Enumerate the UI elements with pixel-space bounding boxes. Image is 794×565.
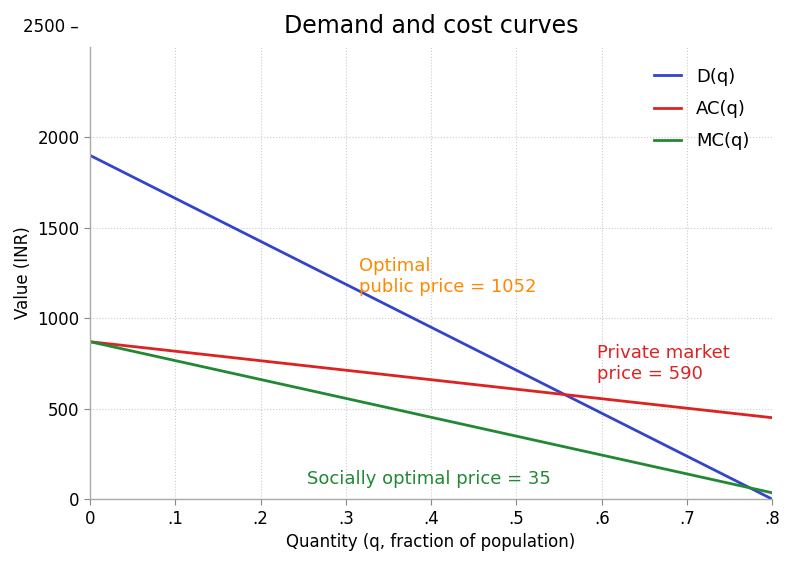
- MC(q): [491, 428, 501, 435]
- MC(q): [489, 428, 499, 434]
- AC(q): [489, 383, 499, 390]
- Text: Optimal
public price = 1052: Optimal public price = 1052: [359, 257, 536, 296]
- D(q): [503, 362, 512, 369]
- AC(q): [85, 338, 94, 345]
- Line: AC(q): AC(q): [90, 342, 773, 418]
- X-axis label: Quantity (q, fraction of population): Quantity (q, fraction of population): [287, 533, 576, 551]
- D(q): [489, 355, 499, 362]
- AC(q): [491, 384, 501, 390]
- AC(q): [703, 407, 713, 414]
- MC(q): [503, 431, 512, 437]
- D(q): [491, 357, 501, 363]
- AC(q): [768, 414, 777, 421]
- MC(q): [87, 339, 97, 346]
- AC(q): [661, 402, 670, 409]
- Y-axis label: Value (INR): Value (INR): [13, 227, 32, 319]
- Text: 2500 –: 2500 –: [23, 18, 79, 36]
- D(q): [703, 463, 713, 470]
- MC(q): [85, 338, 94, 345]
- AC(q): [503, 385, 512, 392]
- MC(q): [661, 466, 670, 472]
- MC(q): [703, 475, 713, 482]
- Text: Socially optimal price = 35: Socially optimal price = 35: [307, 470, 551, 488]
- Line: D(q): D(q): [90, 155, 773, 499]
- Title: Demand and cost curves: Demand and cost curves: [284, 14, 578, 38]
- Legend: D(q), AC(q), MC(q): D(q), AC(q), MC(q): [647, 60, 757, 158]
- D(q): [85, 152, 94, 159]
- D(q): [661, 442, 670, 449]
- D(q): [87, 153, 97, 160]
- Line: MC(q): MC(q): [90, 342, 773, 493]
- MC(q): [768, 489, 777, 496]
- Text: Private market
price = 590: Private market price = 590: [597, 344, 730, 383]
- D(q): [768, 496, 777, 502]
- AC(q): [87, 338, 97, 345]
